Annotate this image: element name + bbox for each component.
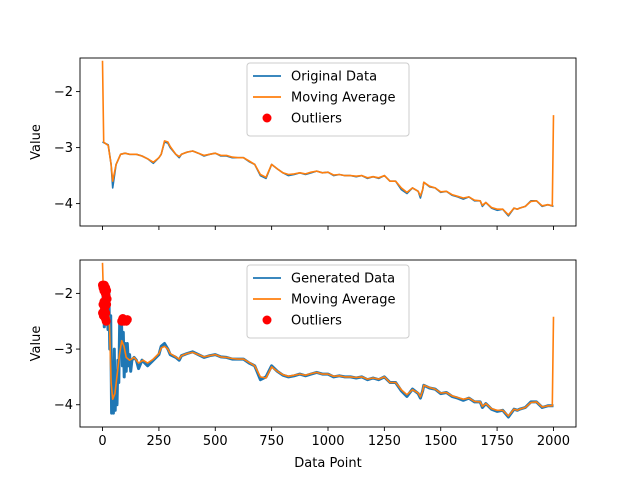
y-tick-label: −4 <box>54 197 73 212</box>
series-line-original-data <box>102 141 554 217</box>
plot-area <box>101 60 555 217</box>
legend-label: Outliers <box>291 112 342 127</box>
x-tick-label: 500 <box>203 434 228 449</box>
legend-label: Moving Average <box>291 91 395 106</box>
y-tick-label: −4 <box>54 398 73 413</box>
y-tick-label: −3 <box>54 141 73 156</box>
series-line-moving-average <box>101 60 555 216</box>
chart-panel-1: −4 −3 −2 Value Original Data Moving Average Ou… <box>29 57 577 230</box>
legend-label: Moving Average <box>291 293 395 308</box>
x-tick-label: 0 <box>98 434 106 449</box>
outlier-point <box>101 316 111 326</box>
legend-box <box>246 62 410 137</box>
series-line-moving-average <box>101 262 555 417</box>
x-tick-label: 1250 <box>368 434 401 449</box>
x-tick-label: 2000 <box>537 434 570 449</box>
outlier-point <box>102 300 112 309</box>
legend: Original Data Moving Average Outliers <box>246 62 410 137</box>
chart-panel-2: 0 250 500 750 1000 1250 1500 1750 2000 −4 −3 −2 Valu… <box>29 259 577 471</box>
y-axis-label: Value <box>29 124 44 160</box>
x-axis-label: Data Point <box>294 456 361 471</box>
y-tick-label: −3 <box>54 343 73 358</box>
y-tick-label: −2 <box>54 85 73 100</box>
legend-swatch-dot <box>262 113 272 123</box>
outlier-point <box>122 315 132 325</box>
x-tick-label: 750 <box>259 434 284 449</box>
x-tick-label: 1000 <box>311 434 344 449</box>
y-tick-label: −2 <box>54 287 73 302</box>
legend-swatch-dot <box>262 315 272 325</box>
legend: Generated Data Moving Average Outliers <box>246 264 410 339</box>
outlier-point <box>101 308 111 318</box>
y-axis-label: Value <box>29 326 44 362</box>
legend-label: Generated Data <box>291 272 395 287</box>
legend-label: Outliers <box>291 314 342 329</box>
outlier-point <box>102 286 112 296</box>
x-tick-label: 250 <box>146 434 171 449</box>
legend-label: Original Data <box>291 70 377 85</box>
x-tick-label: 1750 <box>481 434 514 449</box>
legend-box <box>246 264 410 339</box>
plot-area <box>98 262 555 419</box>
x-tick-label: 1500 <box>424 434 457 449</box>
